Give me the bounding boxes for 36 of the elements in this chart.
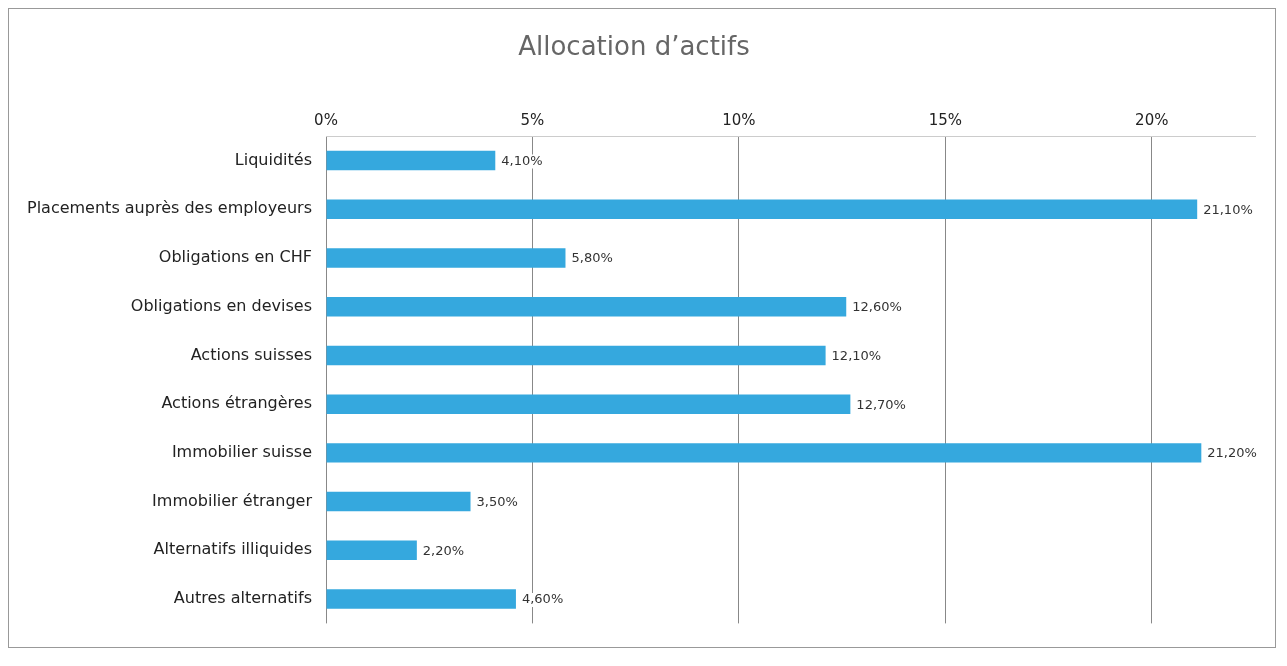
chart-title: Allocation d’actifs (518, 31, 750, 62)
bar (326, 199, 1198, 220)
data-label: 5,80% (571, 250, 613, 266)
bar (326, 394, 851, 414)
y-tick-label: Immobilier étranger (152, 490, 313, 510)
y-tick-label: Obligations en CHF (158, 247, 313, 267)
data-label: 3,50% (476, 493, 518, 509)
data-label: 12,70% (856, 396, 906, 412)
x-tick-label: 5% (520, 111, 545, 130)
y-tick-label: Placements auprès des employeurs (26, 198, 313, 218)
data-label: 21,10% (1203, 201, 1253, 217)
y-tick-label: Liquidités (234, 149, 313, 169)
data-label: 21,20% (1207, 445, 1257, 461)
y-tick-label: Obligations en devises (130, 295, 313, 315)
y-tick-label: Immobilier suisse (171, 442, 313, 462)
x-tick-label: 10% (722, 111, 756, 130)
data-label: 4,10% (501, 152, 543, 168)
bar (326, 540, 417, 561)
x-tick-label: 0% (314, 111, 338, 130)
data-label: 12,10% (831, 347, 882, 363)
x-tick-label: 15% (928, 111, 963, 130)
y-tick-label: Actions étrangères (161, 393, 313, 413)
bar (326, 491, 471, 512)
y-tick-label: Alternatifs illiquides (153, 539, 313, 559)
bar (326, 589, 516, 609)
bar (326, 443, 1202, 463)
bar (326, 345, 826, 366)
y-tick-label: Autres alternatifs (173, 588, 313, 608)
y-tick-label: Actions suisses (190, 344, 313, 364)
data-label: 4,60% (521, 591, 564, 607)
data-label: 12,60% (852, 299, 902, 315)
x-tick-label: 20% (1135, 111, 1169, 130)
bar (326, 296, 847, 317)
data-label: 2,20% (422, 542, 465, 558)
bar (326, 248, 566, 268)
bar (326, 150, 496, 171)
